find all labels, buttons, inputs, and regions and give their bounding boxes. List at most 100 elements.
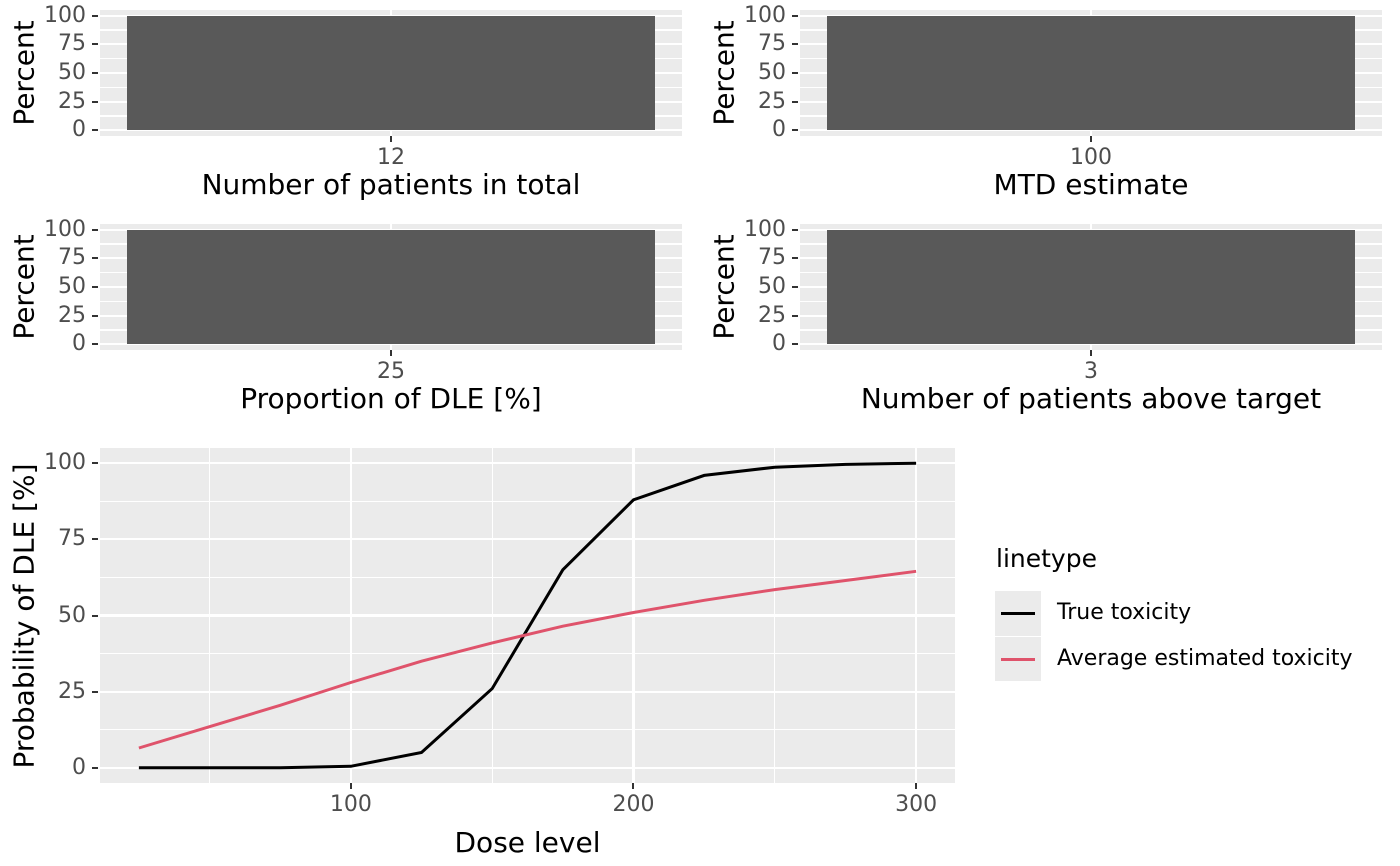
gridline-major-vertical	[632, 448, 635, 783]
x-axis-title: Number of patients in total	[201, 168, 581, 201]
plot-panel	[100, 10, 682, 136]
y-tick-mark	[792, 100, 798, 103]
y-tick-mark	[92, 228, 98, 231]
y-tick-label: 50	[58, 60, 86, 85]
gridline-major-vertical	[349, 448, 352, 783]
percent-bar	[827, 15, 1355, 131]
x-axis-title: MTD estimate	[993, 168, 1189, 201]
plot-panel	[800, 224, 1382, 350]
plot-panel	[800, 10, 1382, 136]
gridline-minor	[100, 729, 955, 731]
y-tick-mark	[792, 72, 798, 74]
bar-chart-number-of-patients-in-total: Percent 0 25 50 75 100 12 Number of patients in…	[0, 0, 700, 205]
gridline-minor	[100, 500, 955, 502]
gridline-major	[100, 614, 955, 617]
gridline-minor	[100, 576, 955, 579]
y-tick-mark	[92, 72, 98, 74]
x-axis-title: Number of patients above target	[860, 382, 1322, 415]
y-tick-label: 50	[58, 602, 86, 628]
legend-item-label: True toxicity	[1057, 600, 1192, 625]
y-tick-mark	[92, 100, 98, 103]
gridline-major	[100, 766, 955, 769]
y-tick-mark	[792, 14, 798, 17]
x-axis-title: Proportion of DLE [%]	[240, 382, 542, 415]
y-tick-label: 25	[758, 88, 786, 114]
y-tick-mark	[92, 286, 98, 288]
x-tick-label: 12	[377, 145, 405, 170]
gridline-minor	[100, 652, 955, 655]
y-tick-mark	[792, 129, 798, 132]
x-tick-label: 300	[895, 792, 938, 817]
y-tick-mark	[792, 286, 798, 288]
y-tick-mark	[792, 257, 798, 260]
y-tick-mark	[792, 228, 798, 231]
x-tick-mark	[390, 350, 392, 356]
x-tick-mark	[1090, 350, 1092, 356]
y-tick-label: 100	[744, 216, 786, 242]
bar-chart-patients-above-target: Percent 0 25 50 75 100 3 Number of patients abo…	[700, 214, 1400, 419]
y-tick-mark	[792, 43, 798, 46]
y-tick-mark	[92, 538, 98, 541]
y-tick-mark	[92, 129, 98, 132]
y-tick-label: 100	[44, 2, 86, 28]
x-tick-label: 3	[1084, 359, 1098, 384]
x-tick-mark	[349, 783, 352, 789]
legend-item-label: Average estimated toxicity	[1057, 646, 1353, 671]
y-tick-mark	[792, 314, 798, 317]
y-tick-label: 0	[772, 331, 786, 357]
legend-key-line-sample	[1001, 611, 1035, 615]
gridline-major	[100, 538, 955, 541]
plot-panel	[100, 224, 682, 350]
x-tick-mark	[390, 136, 392, 142]
linetype-legend: linetype True toxicity Average estimated t…	[960, 430, 1400, 866]
y-tick-label: 75	[758, 245, 786, 271]
gridline-major	[100, 462, 955, 465]
x-axis-title: Dose level	[454, 826, 601, 859]
plot-panel	[100, 448, 955, 783]
y-tick-label: 0	[72, 117, 86, 143]
percent-bar	[827, 229, 1355, 345]
y-tick-mark	[92, 343, 98, 346]
y-tick-label: 100	[744, 2, 786, 28]
y-tick-mark	[92, 257, 98, 260]
y-tick-label: 75	[58, 31, 86, 57]
y-tick-mark	[92, 766, 98, 769]
y-tick-label: 0	[72, 754, 86, 780]
x-tick-label: 100	[329, 792, 372, 817]
y-tick-label: 25	[758, 302, 786, 328]
x-tick-mark	[632, 783, 635, 789]
legend-key-line-sample	[1001, 657, 1035, 661]
y-tick-mark	[92, 314, 98, 317]
y-tick-label: 25	[58, 302, 86, 328]
y-tick-label: 75	[58, 526, 86, 552]
true-toxicity-line	[138, 461, 917, 770]
y-tick-label: 25	[58, 678, 86, 704]
y-tick-label: 50	[58, 274, 86, 299]
legend-title: linetype	[996, 544, 1097, 573]
y-tick-label: 50	[758, 60, 786, 85]
y-tick-label: 100	[44, 216, 86, 242]
y-tick-mark	[92, 14, 98, 17]
y-tick-mark	[92, 462, 98, 465]
percent-bar	[127, 229, 655, 345]
dose-toxicity-line-chart: Probability of DLE [%] 0 25 50 75 100 100 200 30…	[0, 432, 968, 866]
y-tick-mark	[92, 614, 98, 617]
x-tick-label: 25	[377, 359, 405, 384]
x-tick-label: 100	[1070, 145, 1112, 170]
y-tick-mark	[92, 690, 98, 693]
y-tick-label: 100	[44, 450, 86, 476]
y-tick-label: 0	[72, 331, 86, 357]
x-tick-mark	[1090, 136, 1092, 142]
y-tick-mark	[792, 343, 798, 346]
toxicity-curves	[138, 461, 917, 770]
average-estimated-toxicity-line	[138, 569, 917, 750]
percent-bar	[127, 15, 655, 131]
gridline-major-vertical	[915, 448, 918, 783]
x-tick-label: 200	[612, 792, 655, 817]
y-tick-label: 75	[58, 245, 86, 271]
x-tick-mark	[915, 783, 918, 789]
y-tick-mark	[92, 43, 98, 46]
y-tick-label: 50	[758, 274, 786, 299]
gridline-major	[100, 690, 955, 693]
